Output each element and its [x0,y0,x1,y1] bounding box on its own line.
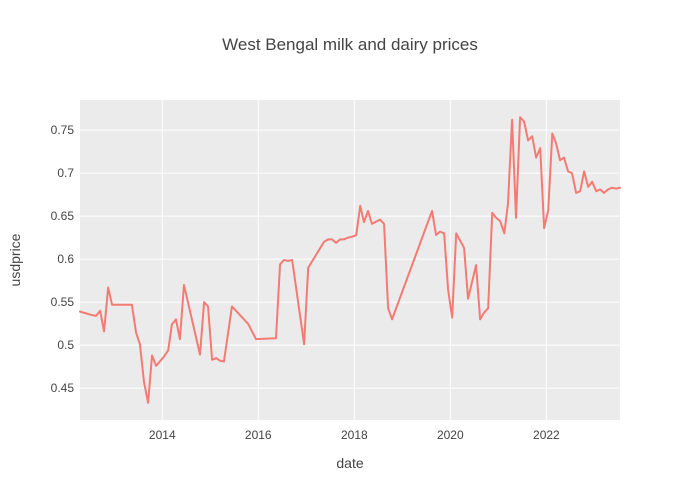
x-tick-label: 2020 [437,428,464,442]
axis-ticks: 0.45 0.5 0.55 0.6 0.65 0.7 0.75 2014 2016 2018 202… [51,123,560,442]
series-line [79,116,621,404]
y-tick-label: 0.75 [51,123,75,137]
y-tick-label: 0.55 [51,295,75,309]
y-tick-label: 0.65 [51,209,75,223]
y-tick-label: 0.6 [57,252,74,266]
y-tick-label: 0.45 [51,381,75,395]
chart-title: West Bengal milk and dairy prices [222,35,478,54]
y-tick-label: 0.5 [57,338,74,352]
x-axis-label: date [336,455,363,471]
x-tick-label: 2022 [533,428,560,442]
y-axis-label: usdprice [7,233,23,286]
x-tick-label: 2018 [341,428,368,442]
x-tick-label: 2016 [245,428,272,442]
y-tick-label: 0.7 [57,166,74,180]
gridlines [80,100,620,420]
plot-background [80,100,620,420]
x-tick-label: 2014 [149,428,176,442]
series-layer [79,116,621,404]
